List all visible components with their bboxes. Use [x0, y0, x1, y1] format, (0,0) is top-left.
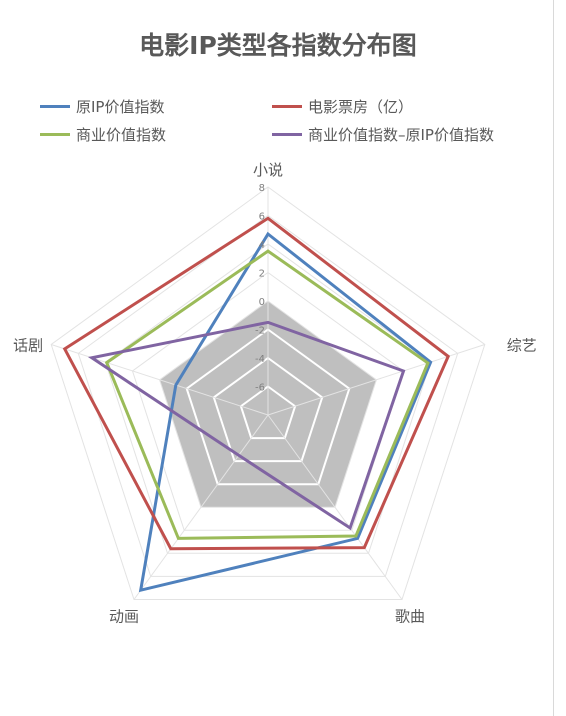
radar-series — [62, 216, 451, 593]
legend-item-commercial: 商业价值指数 — [40, 124, 166, 144]
legend-label-difference: 商业价值指数–原IP价值指数 — [308, 125, 494, 144]
legend-swatch-box-office — [272, 104, 302, 108]
tick-label: -4 — [255, 354, 265, 365]
legend-swatch-difference — [272, 132, 302, 136]
spoke-3 — [133, 414, 269, 600]
tick-label: -6 — [255, 383, 265, 394]
grid-ring-neg2 — [185, 328, 351, 486]
grid-ring-neg4 — [212, 356, 324, 463]
chart-title: 电影IP类型各指数分布图 — [139, 31, 417, 60]
legend-label-box-office: 电影票房（亿） — [308, 97, 414, 116]
tick-label: 4 — [259, 240, 265, 251]
legend-item-box-office: 电影票房（亿） — [272, 96, 413, 116]
radar-tick-labels: 8 6 4 2 0 -2 -4 -6 — [255, 183, 265, 394]
grid-ring-6 — [77, 214, 459, 577]
chart-frame-border — [553, 0, 554, 716]
grid-ring-0 — [159, 300, 377, 508]
tick-label: -2 — [255, 326, 265, 337]
spoke-2 — [267, 414, 403, 600]
legend-swatch-original-ip — [40, 104, 70, 108]
grid-ring-2 — [131, 271, 405, 531]
grid-ring-neg6 — [239, 385, 297, 440]
grid-ring-8 — [50, 186, 486, 600]
legend-item-difference: 商业价值指数–原IP价值指数 — [272, 124, 494, 144]
tick-label: 2 — [259, 269, 265, 280]
series-line-2 — [104, 249, 430, 540]
legend-label-original-ip: 原IP价值指数 — [76, 97, 165, 116]
tick-label: 6 — [259, 212, 265, 223]
spoke-4 — [51, 344, 269, 416]
series-line-1 — [62, 216, 451, 551]
legend-label-commercial: 商业价值指数 — [76, 125, 167, 144]
axis-label: 综艺 — [507, 337, 537, 355]
series-line-0 — [138, 231, 433, 593]
legend-swatch-commercial — [40, 132, 70, 136]
radar-spokes — [51, 187, 485, 600]
tick-label: 8 — [259, 183, 265, 194]
axis-label: 歌曲 — [395, 608, 425, 626]
axis-label: 话剧 — [13, 337, 43, 355]
axis-label: 小说 — [253, 161, 283, 179]
series-line-3 — [87, 320, 406, 531]
tick-label: 0 — [259, 297, 265, 308]
axis-label: 动画 — [109, 608, 139, 626]
legend-item-original-ip: 原IP价值指数 — [40, 96, 164, 116]
